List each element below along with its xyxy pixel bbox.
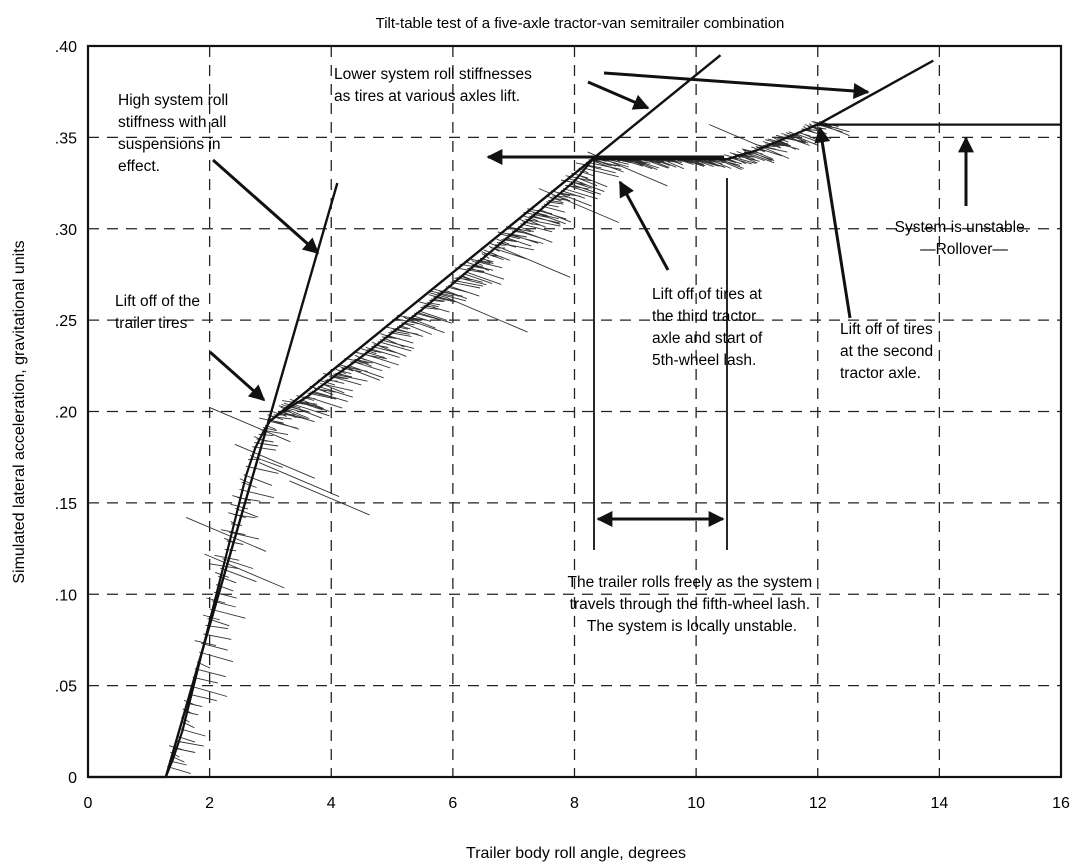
annotation-lower-stiffness: Lower system roll stiffnesses as tires a… bbox=[334, 66, 536, 105]
annotation-rollover: System is unstable. —Rollover— bbox=[895, 219, 1034, 258]
noise-strokes bbox=[166, 121, 850, 775]
x-tick-labels: 0 2 4 6 8 10 12 14 16 bbox=[84, 795, 1070, 812]
y-tick-label: 0 bbox=[68, 770, 77, 787]
y-tick-labels: 0 .05 .10 .15 .20 .25 .30 .35 .40 bbox=[55, 39, 77, 787]
annotation-fifth-wheel-lash: The trailer rolls freely as the system t… bbox=[568, 574, 817, 635]
reference-line-1 bbox=[269, 54, 722, 422]
annotation-high-stiffness: High system roll stiffness with all susp… bbox=[118, 92, 233, 175]
x-tick-label: 16 bbox=[1052, 795, 1070, 812]
x-tick-label: 2 bbox=[205, 795, 214, 812]
arrow-second-axle-liftoff bbox=[814, 126, 852, 319]
data-series bbox=[88, 123, 1061, 779]
y-tick-label: .05 bbox=[55, 679, 77, 696]
y-tick-label: .25 bbox=[55, 313, 77, 330]
annotation-third-axle-liftoff: Lift off of tires at the third tractor a… bbox=[652, 286, 767, 369]
y-tick-label: .35 bbox=[55, 130, 77, 147]
x-tick-label: 14 bbox=[930, 795, 948, 812]
arrow-lower-stiffness-1 bbox=[587, 80, 650, 110]
x-tick-label: 6 bbox=[448, 795, 457, 812]
measurement-noise bbox=[166, 121, 850, 775]
grid-lines bbox=[88, 46, 1061, 777]
arrow-third-axle-liftoff bbox=[618, 180, 670, 271]
y-tick-label: .40 bbox=[55, 39, 77, 56]
x-tick-label: 8 bbox=[570, 795, 579, 812]
plot-frame bbox=[86, 44, 1063, 779]
reference-line-2 bbox=[817, 59, 934, 126]
x-tick-label: 10 bbox=[687, 795, 705, 812]
y-tick-label: .30 bbox=[55, 222, 77, 239]
series-line-0 bbox=[88, 123, 1061, 779]
reference-line-0 bbox=[164, 182, 339, 778]
y-tick-label: .20 bbox=[55, 405, 77, 422]
annotation-arrows bbox=[209, 71, 974, 550]
arrow-lower-stiffness-2 bbox=[603, 71, 870, 99]
stiffness-reference-lines bbox=[164, 54, 934, 778]
annotation-second-axle-liftoff: Lift off of tires at the second tractor … bbox=[840, 321, 937, 382]
x-tick-label: 4 bbox=[327, 795, 336, 812]
x-tick-label: 0 bbox=[84, 795, 93, 812]
annotations: High system roll stiffness with all susp… bbox=[115, 66, 1034, 635]
annotation-trailer-liftoff: Lift off of the trailer tires bbox=[115, 293, 204, 332]
x-tick-label: 12 bbox=[809, 795, 827, 812]
arrow-trailer-liftoff bbox=[209, 350, 266, 402]
arrow-high-stiffness bbox=[212, 158, 320, 255]
y-tick-label: .15 bbox=[55, 496, 77, 513]
y-axis-label: Simulated lateral acceleration, gravitat… bbox=[11, 240, 28, 583]
chart-title: Tilt-table test of a five-axle tractor-v… bbox=[376, 15, 785, 32]
x-axis-label: Trailer body roll angle, degrees bbox=[466, 845, 686, 862]
y-tick-label: .10 bbox=[55, 587, 77, 604]
